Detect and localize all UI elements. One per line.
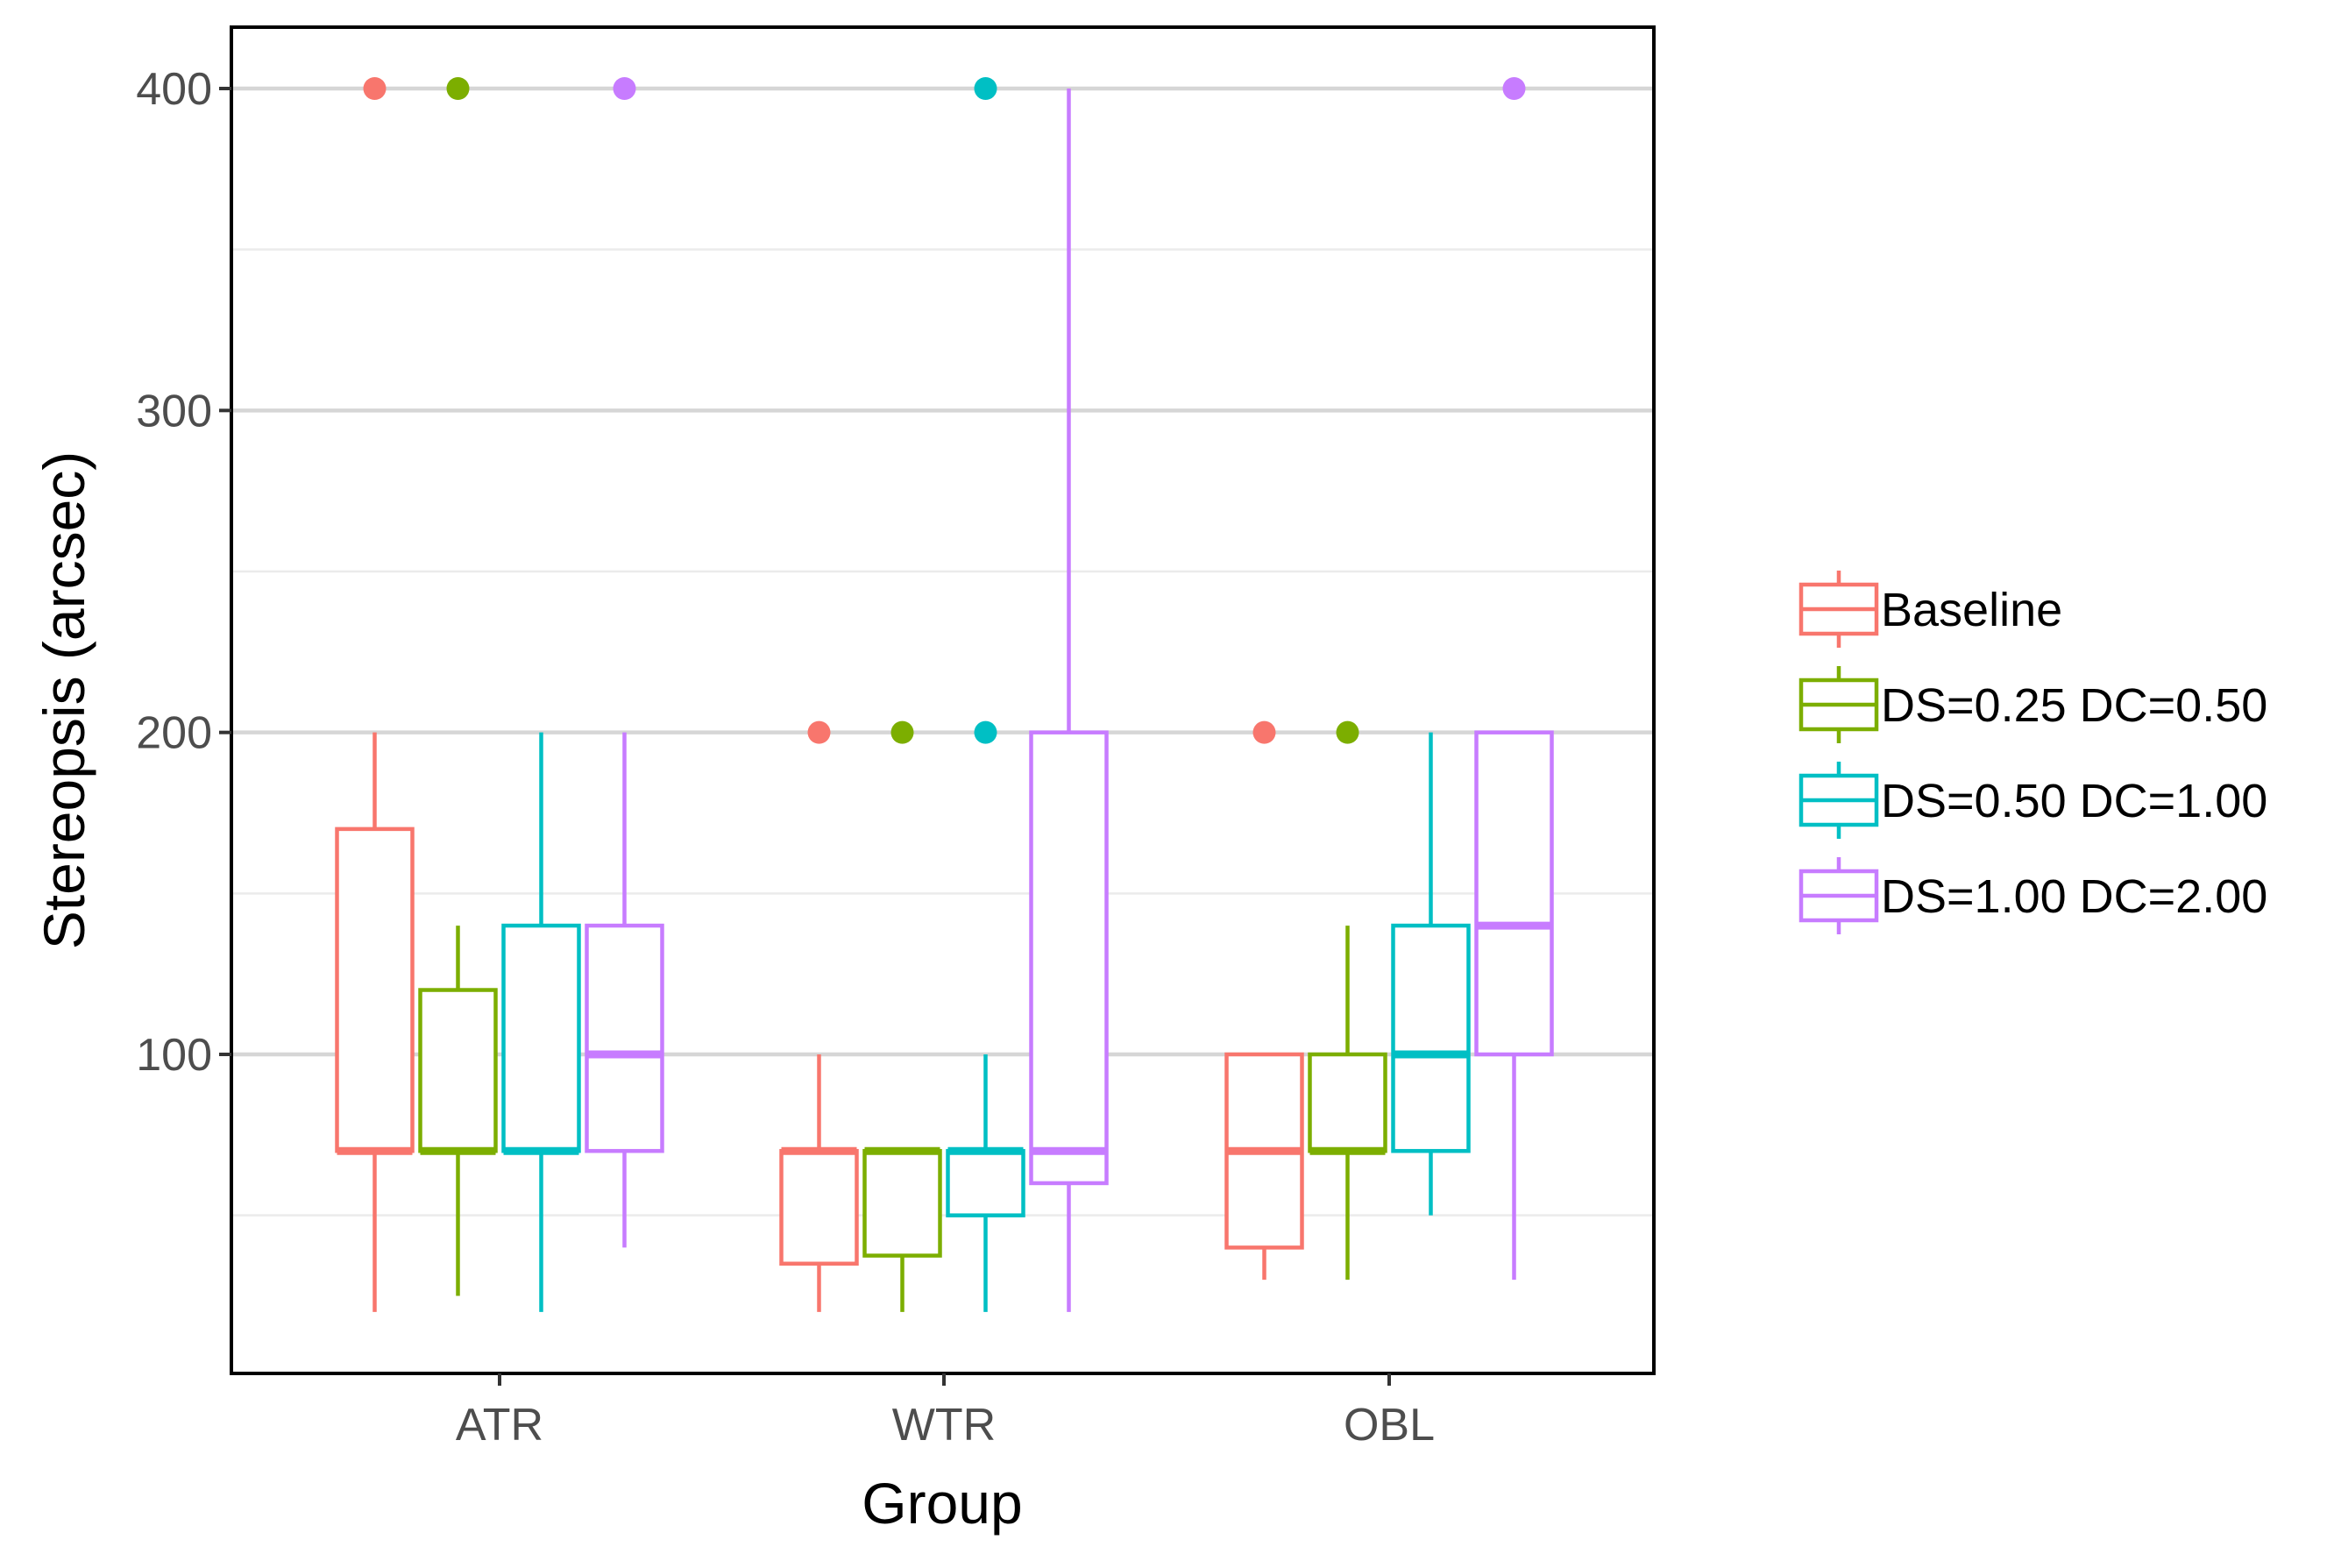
legend-item-0: Baseline [1798,571,2062,648]
box-ATR-series-3 [585,77,664,1248]
legend-label: DS=0.50 DC=1.00 [1881,775,2267,827]
legend-item-2: DS=0.50 DC=1.00 [1798,762,2267,839]
box-WTR-series-1 [862,720,942,1312]
y-tick-label: 200 [136,708,212,759]
box-iqr [862,1148,942,1258]
outlier-point [613,77,636,100]
legend-label: Baseline [1881,584,2062,636]
legend: Baseline DS=0.25 DC=0.50 DS=0.50 DC=1.00 DS… [1798,571,2267,934]
y-tick-label: 100 [136,1030,212,1081]
box-ATR-series-1 [418,77,498,1296]
box-WTR-series-3 [1029,89,1109,1312]
x-tick-label: WTR [892,1400,996,1451]
box-iqr [501,923,581,1153]
box-iqr [779,1148,859,1266]
panel-border [230,25,1656,1375]
box-iqr [1474,730,1554,1057]
box-iqr [1029,730,1109,1186]
box-iqr [418,988,498,1153]
outlier-point [1502,77,1526,100]
x-axis-title: Group [862,1471,1022,1536]
x-tick-label: OBL [1344,1400,1435,1451]
box-iqr [1308,1052,1387,1153]
box-iqr [946,1148,1025,1217]
outlier-point [890,720,914,744]
box-OBL-series-3 [1474,77,1554,1281]
y-axis-title: Stereopsis (arcsec) [32,451,96,950]
box-iqr [1391,923,1471,1153]
y-tick-label: 400 [136,64,212,115]
outlier-point [974,720,997,744]
outlier-point [363,77,387,100]
box-ATR-series-0 [335,77,415,1312]
outlier-point [807,720,831,744]
y-tick-label: 300 [136,386,212,436]
legend-label: DS=0.25 DC=0.50 [1881,679,2267,732]
legend-item-1: DS=0.25 DC=0.50 [1798,666,2267,743]
legend-item-3: DS=1.00 DC=2.00 [1798,857,2267,934]
box-OBL-series-2 [1391,732,1471,1216]
legend-label: DS=1.00 DC=2.00 [1881,870,2267,923]
box-WTR-series-2 [946,77,1025,1312]
box-OBL-series-0 [1224,720,1304,1281]
box-iqr [335,827,415,1153]
box-WTR-series-0 [779,720,859,1312]
marks-layer [335,77,1554,1312]
box-OBL-series-1 [1308,720,1387,1281]
box-ATR-series-2 [501,732,581,1312]
outlier-point [1252,720,1276,744]
outlier-point [1336,720,1359,744]
outlier-point [446,77,470,100]
axis-layer: 100 200 300 400 ATR WTR OBL [136,64,1435,1451]
box-iqr [585,923,664,1153]
outlier-point [974,77,997,100]
x-tick-label: ATR [456,1400,543,1451]
